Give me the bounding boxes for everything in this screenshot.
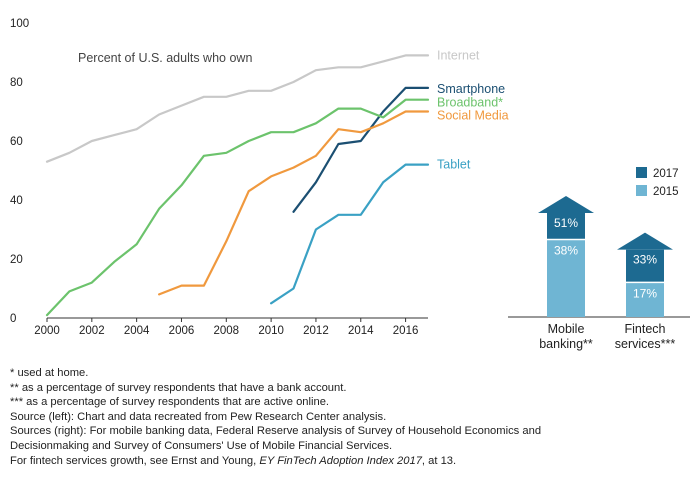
- x-tick-label-2010: 2010: [258, 325, 284, 337]
- x-tick-label-2014: 2014: [348, 325, 374, 337]
- footnote-home: * used at home.: [10, 367, 89, 379]
- series-label-internet: Internet: [437, 48, 480, 62]
- legend-label-2015: 2015: [653, 186, 679, 198]
- bar-chart: 51% 38% Mobile banking** 33% 17% Fintech servic…: [508, 167, 690, 351]
- footnote-bank-account: ** as a percentage of survey respondents…: [10, 381, 347, 394]
- series-line-social-media: [158, 110, 430, 296]
- footnotes: * used at home. ** as a percentage of su…: [10, 366, 690, 468]
- x-tick-label-2002: 2002: [79, 325, 105, 337]
- bar-category-line: Mobile: [548, 322, 585, 336]
- bar-category-label-mobile-banking: Mobile banking**: [539, 322, 593, 351]
- x-tick-label-2008: 2008: [213, 325, 239, 337]
- bar-category-line: services***: [615, 337, 676, 351]
- bar-mobile-banking-2015: [547, 239, 585, 317]
- footnote-source-right: Sources (right): For mobile banking data…: [10, 425, 542, 438]
- bar-value-label-mobile-banking-2017: 51%: [554, 216, 578, 230]
- y-tick-label-40: 40: [10, 195, 23, 207]
- bar-value-label-mobile-banking-2015: 38%: [554, 243, 578, 257]
- x-tick-label-2000: 2000: [34, 325, 60, 337]
- bar-category-line: banking**: [539, 337, 593, 351]
- y-tick-label-80: 80: [10, 77, 23, 89]
- series-line-smartphone: [292, 86, 430, 213]
- x-tick-label-2016: 2016: [393, 325, 419, 337]
- legend-swatch-2017: [636, 167, 647, 178]
- footnote-fintech-title: EY FinTech Adoption Index 2017: [259, 454, 422, 467]
- series-label-social-media: Social Media: [437, 109, 509, 123]
- legend-swatch-2015: [636, 185, 647, 196]
- bar-value-label-fintech-services-2015: 17%: [633, 286, 657, 300]
- bar-mobile-banking-2017: [547, 212, 585, 240]
- series-line-broadband: [45, 98, 430, 317]
- series-label-broadband: Broadband*: [437, 96, 503, 110]
- y-tick-label-100: 100: [10, 18, 29, 30]
- x-tick-label-2004: 2004: [124, 325, 150, 337]
- charts-canvas: 0 20 40 60 80 100 2000 2002 2004 2006 2008 2010 2012…: [10, 18, 690, 351]
- footnote-source-right-cont: Decisionmaking and Survey of Consumers' …: [10, 439, 393, 452]
- line-chart-title: Percent of U.S. adults who own: [78, 51, 252, 65]
- footnote-fintech-prefix: For fintech services growth, see Ernst a…: [10, 454, 260, 467]
- x-tick-label-2012: 2012: [303, 325, 329, 337]
- legend-label-2017: 2017: [653, 168, 679, 180]
- bar-arrowhead-mobile-banking: [538, 195, 594, 213]
- y-tick-label-0: 0: [10, 313, 16, 325]
- y-tick-label-60: 60: [10, 136, 23, 148]
- y-tick-label-20: 20: [10, 254, 23, 266]
- footnote-source-left: Source (left): Chart and data recreated …: [10, 410, 387, 423]
- bar-arrowhead-fintech-services: [617, 232, 673, 250]
- footnote-fintech-suffix: , at 13.: [421, 454, 457, 467]
- bar-category-label-fintech-services: Fintech services***: [615, 322, 676, 351]
- series-label-smartphone: Smartphone: [437, 82, 505, 96]
- series-label-tablet: Tablet: [437, 158, 471, 172]
- x-tick-label-2006: 2006: [169, 325, 195, 337]
- series-line-internet: [45, 54, 430, 163]
- bar-category-line: Fintech: [625, 322, 666, 336]
- bar-fintech-services-2015: [626, 282, 664, 317]
- line-chart: 0 20 40 60 80 100 2000 2002 2004 2006 2008 2010 2012…: [10, 18, 509, 337]
- bar-fintech-services-2017: [626, 249, 664, 283]
- footnote-active-online: *** as a percentage of survey respondent…: [10, 396, 330, 409]
- bar-value-label-fintech-services-2017: 33%: [633, 253, 657, 267]
- series-line-tablet: [270, 163, 430, 305]
- footnote-fintech-source: For fintech services growth, see Ernst a…: [10, 454, 690, 469]
